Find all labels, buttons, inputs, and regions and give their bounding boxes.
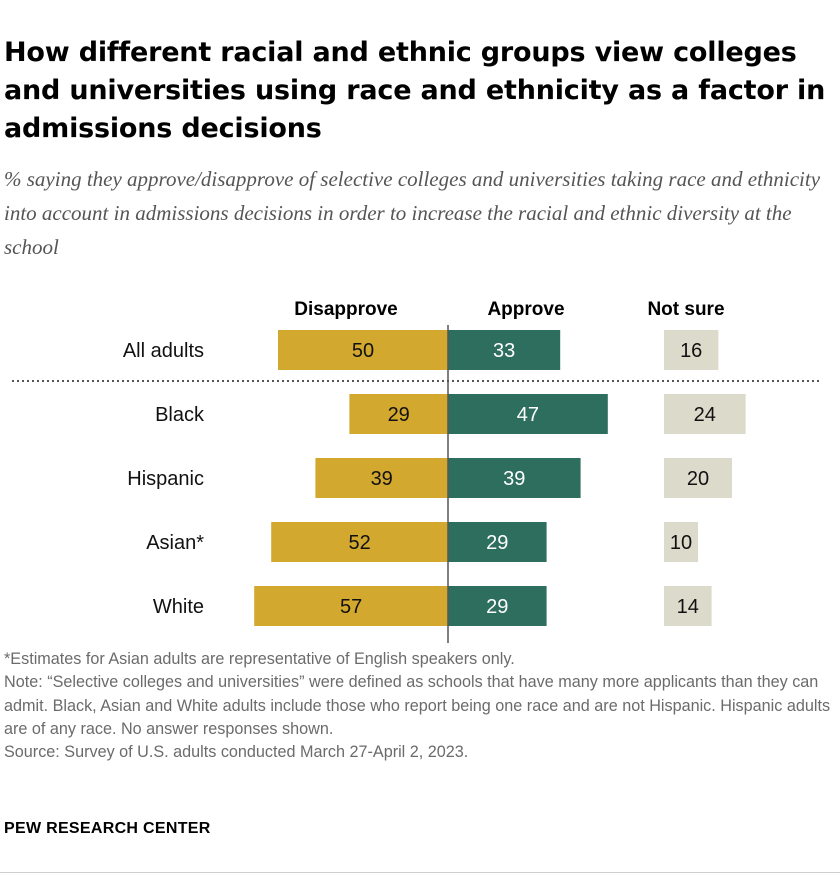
label-not-sure: 16 xyxy=(680,340,702,362)
category-label: Asian* xyxy=(146,532,204,554)
bar-disapprove xyxy=(315,458,448,498)
bar-not-sure xyxy=(664,458,732,498)
bar-disapprove xyxy=(278,330,448,370)
header-approve: Approve xyxy=(487,299,564,320)
chart-title: How different racial and ethnic groups v… xyxy=(4,37,826,144)
label-disapprove: 52 xyxy=(348,532,370,554)
diverging-bar-chart: Disapprove Approve Not sure All adults 50 33 1… xyxy=(12,299,822,643)
source-note: Source: Survey of U.S. adults conducted … xyxy=(4,743,469,762)
header-not-sure: Not sure xyxy=(647,299,724,320)
label-approve: 47 xyxy=(517,404,539,426)
bar-approve xyxy=(448,458,581,498)
definition-note: Note: “Selective colleges and universiti… xyxy=(4,673,831,738)
label-disapprove: 50 xyxy=(352,340,374,362)
category-label: White xyxy=(153,596,204,618)
label-disapprove: 29 xyxy=(388,404,410,426)
label-approve: 29 xyxy=(486,532,508,554)
bar-not-sure xyxy=(664,394,746,434)
label-not-sure: 10 xyxy=(670,532,692,554)
brand-logo-text: PEW RESEARCH CENTER xyxy=(4,820,211,837)
label-not-sure: 14 xyxy=(677,596,699,618)
bar-disapprove xyxy=(349,394,448,434)
bottom-divider xyxy=(0,872,840,873)
label-approve: 39 xyxy=(503,468,525,490)
bar-not-sure xyxy=(664,330,719,370)
bar-not-sure xyxy=(664,522,698,562)
asterisk-note: *Estimates for Asian adults are represen… xyxy=(4,650,515,668)
bar-disapprove xyxy=(271,522,448,562)
chart-layer: Disapprove Approve Not sure All adults 50 33 1… xyxy=(12,299,822,643)
bar-approve xyxy=(448,522,547,562)
category-label: All adults xyxy=(123,340,204,362)
label-not-sure: 24 xyxy=(694,404,716,426)
label-not-sure: 20 xyxy=(687,468,709,490)
bar-approve xyxy=(448,586,547,626)
label-approve: 29 xyxy=(486,596,508,618)
label-disapprove: 39 xyxy=(371,468,393,490)
chart-subtitle: % saying they approve/disapprove of sele… xyxy=(4,167,821,259)
bar-approve xyxy=(448,394,608,434)
header-disapprove: Disapprove xyxy=(294,299,397,320)
label-approve: 33 xyxy=(493,340,515,362)
bar-approve xyxy=(448,330,561,370)
category-label: Hispanic xyxy=(127,468,204,490)
chart-notes: *Estimates for Asian adults are represen… xyxy=(4,648,834,764)
label-disapprove: 57 xyxy=(340,596,362,618)
category-label: Black xyxy=(155,404,205,426)
bar-disapprove xyxy=(254,586,448,626)
bar-not-sure xyxy=(664,586,712,626)
